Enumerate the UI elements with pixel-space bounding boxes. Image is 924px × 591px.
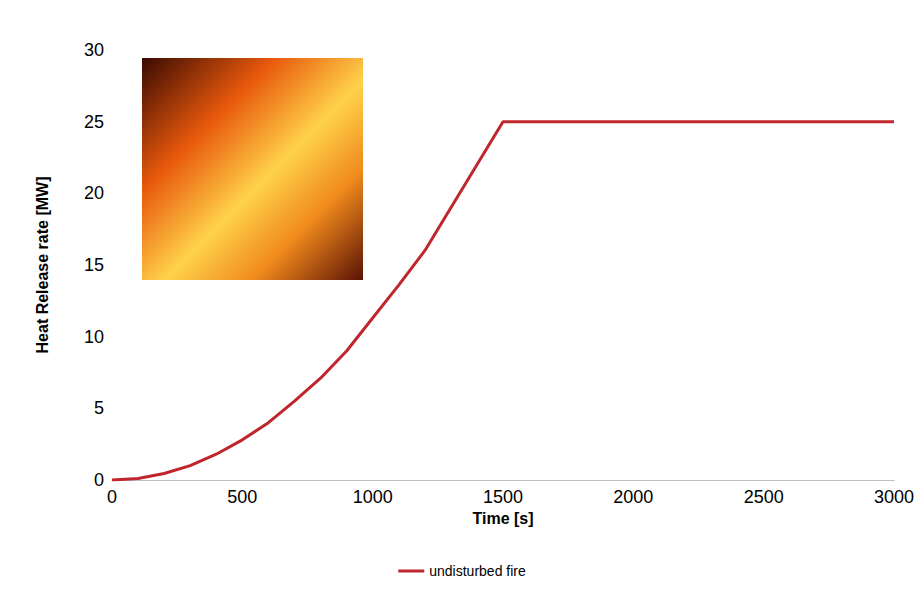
svg-text:25: 25 xyxy=(84,112,104,132)
svg-text:2000: 2000 xyxy=(613,487,653,507)
svg-text:10: 10 xyxy=(84,327,104,347)
svg-text:15: 15 xyxy=(84,255,104,275)
svg-text:30: 30 xyxy=(84,40,104,60)
svg-text:5: 5 xyxy=(94,398,104,418)
svg-text:0: 0 xyxy=(107,487,117,507)
svg-text:Time [s]: Time [s] xyxy=(472,510,533,527)
svg-text:20: 20 xyxy=(84,183,104,203)
svg-text:500: 500 xyxy=(227,487,257,507)
svg-text:2500: 2500 xyxy=(744,487,784,507)
svg-text:0: 0 xyxy=(94,470,104,490)
svg-text:Heat Release rate [MW]: Heat Release rate [MW] xyxy=(34,177,51,354)
svg-text:3000: 3000 xyxy=(874,487,914,507)
svg-text:1500: 1500 xyxy=(483,487,523,507)
svg-text:undisturbed fire: undisturbed fire xyxy=(429,563,526,579)
svg-text:1000: 1000 xyxy=(353,487,393,507)
